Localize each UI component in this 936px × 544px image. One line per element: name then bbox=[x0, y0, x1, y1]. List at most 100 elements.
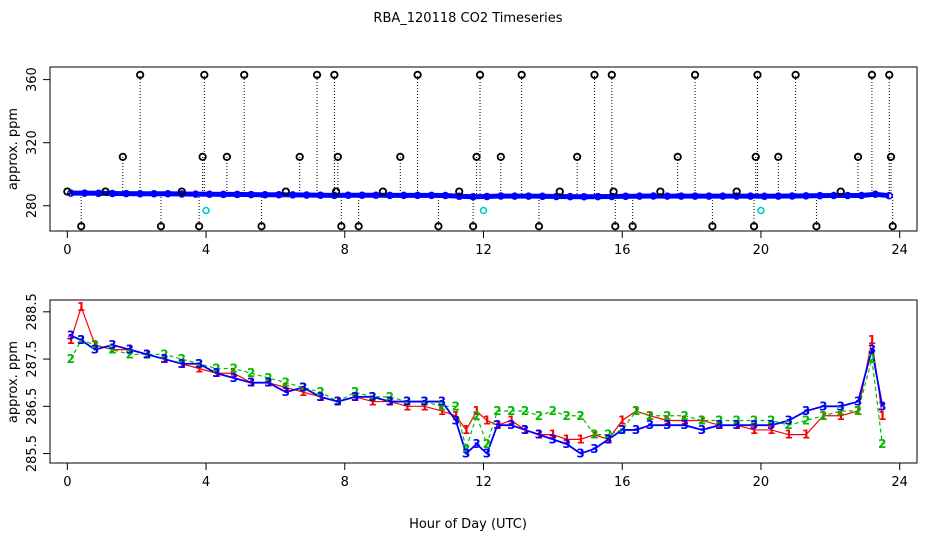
top-black-outlier-point bbox=[257, 222, 266, 231]
bottom-series-3-marker: 3 bbox=[854, 395, 862, 409]
top-y-axis: 280 320 360 bbox=[25, 67, 50, 218]
top-black-outlier-point bbox=[455, 187, 464, 196]
top-blue-point bbox=[289, 191, 297, 199]
top-black-outlier-point bbox=[378, 187, 388, 196]
top-black-outlier-point bbox=[496, 152, 505, 161]
bottom-series-2-marker: 2 bbox=[91, 338, 99, 352]
bottom-series-2-marker: 2 bbox=[785, 418, 793, 432]
top-y-tick-label: 280 bbox=[25, 193, 40, 218]
top-black-outlier-point bbox=[354, 222, 363, 231]
bottom-series-1-marker: 1 bbox=[108, 343, 116, 357]
top-black-outlier-point bbox=[732, 187, 741, 196]
chart-title: RBA_120118 CO2 Timeseries bbox=[373, 11, 562, 26]
top-black-outlier-point bbox=[573, 152, 582, 161]
bottom-series-3-marker: 3 bbox=[535, 428, 543, 442]
top-blue-point bbox=[399, 191, 408, 200]
bottom-series-1-marker: 1 bbox=[264, 376, 272, 390]
bottom-series-1-marker: 1 bbox=[663, 413, 671, 427]
top-x-tick-label: 16 bbox=[614, 243, 631, 258]
bottom-x-tick-label: 0 bbox=[63, 475, 71, 490]
bottom-series-3-marker: 3 bbox=[767, 418, 775, 432]
bottom-series-1-marker: 1 bbox=[698, 413, 706, 427]
top-blue-point bbox=[732, 192, 741, 200]
bottom-series-2-marker: 2 bbox=[316, 385, 324, 399]
bottom-series-2-marker: 2 bbox=[483, 437, 491, 451]
top-blue-point bbox=[427, 191, 436, 200]
bottom-series-2-marker: 2 bbox=[472, 409, 480, 423]
bottom-series-2-marker: 2 bbox=[854, 404, 862, 418]
bottom-series-2-marker: 2 bbox=[663, 409, 671, 423]
top-black-outlier-point bbox=[590, 70, 599, 79]
bottom-series-3-marker: 3 bbox=[604, 432, 612, 446]
top-x-axis: 0 4 8 12 16 20 24 bbox=[63, 231, 908, 258]
top-black-outlier-point bbox=[156, 222, 166, 231]
bottom-series-1-marker: 1 bbox=[195, 362, 203, 376]
top-x-tick-label: 4 bbox=[202, 243, 210, 258]
top-blue-point bbox=[816, 191, 824, 200]
bottom-series-3-marker: 3 bbox=[632, 423, 640, 437]
bottom-series-1-marker: 1 bbox=[732, 418, 740, 432]
bottom-ylabel: approx. ppm bbox=[6, 341, 21, 423]
bottom-series-2-marker: 2 bbox=[351, 385, 359, 399]
bottom-x-tick-label: 12 bbox=[475, 475, 492, 490]
bottom-series-3-marker: 3 bbox=[77, 333, 85, 347]
top-cyan-point bbox=[202, 206, 210, 215]
top-cyan-point bbox=[479, 206, 488, 215]
bottom-series-2-marker: 2 bbox=[507, 404, 515, 418]
bottom-series-3-marker: 3 bbox=[837, 399, 845, 413]
top-x-tick-label: 24 bbox=[891, 243, 908, 258]
bottom-series-3-marker: 3 bbox=[178, 357, 186, 371]
bottom-series-1-marker: 1 bbox=[143, 347, 151, 361]
bottom-series-1-marker: 1 bbox=[334, 395, 342, 409]
top-black-outlier-point bbox=[333, 152, 342, 161]
top-black-outlier-point bbox=[607, 70, 616, 79]
top-blue-point bbox=[191, 190, 200, 198]
bottom-series-2-marker: 2 bbox=[212, 362, 220, 376]
bottom-series-1-marker: 1 bbox=[282, 380, 290, 394]
top-blue-point bbox=[594, 192, 602, 201]
bottom-series-3-marker: 3 bbox=[680, 418, 688, 432]
top-black-outlier-point bbox=[281, 187, 290, 196]
top-blue-point bbox=[857, 191, 866, 200]
bottom-series-1-marker: 1 bbox=[632, 404, 640, 418]
bottom-series-2-marker: 2 bbox=[868, 352, 876, 366]
top-black-outlier-point bbox=[791, 70, 800, 79]
bottom-series-1-marker: 1 bbox=[680, 413, 688, 427]
bottom-series-3-marker: 3 bbox=[462, 447, 470, 461]
bottom-series-2-marker: 2 bbox=[680, 409, 688, 423]
bottom-series-1-marker: 1 bbox=[715, 418, 723, 432]
bottom-series-3-marker: 3 bbox=[507, 418, 515, 432]
bottom-series-2-marker: 2 bbox=[334, 395, 342, 409]
bottom-series-3-marker: 3 bbox=[868, 343, 876, 357]
bottom-series-3-marker: 3 bbox=[698, 423, 706, 437]
top-black-outlier-point bbox=[195, 222, 204, 231]
top-blue-point bbox=[108, 189, 117, 198]
top-blue-point bbox=[649, 192, 658, 200]
bottom-series-2-marker: 2 bbox=[403, 395, 411, 409]
top-blue-point bbox=[316, 191, 325, 199]
top-black-outlier-point bbox=[749, 222, 759, 231]
top-blue-point bbox=[746, 192, 755, 200]
top-blue-point bbox=[205, 190, 214, 199]
bottom-series-3-marker: 3 bbox=[334, 395, 342, 409]
top-black-outlier-point bbox=[656, 187, 665, 196]
bottom-series-3-marker: 3 bbox=[299, 380, 307, 394]
bottom-series-3-marker: 3 bbox=[452, 413, 460, 427]
bottom-series-2-marker: 2 bbox=[590, 428, 598, 442]
bottom-series-2-marker: 2 bbox=[462, 442, 470, 456]
bottom-series-1-marker: 1 bbox=[493, 418, 501, 432]
bottom-series-3-marker: 3 bbox=[750, 418, 758, 432]
bottom-series-3-marker: 3 bbox=[576, 447, 584, 461]
top-blue-point bbox=[497, 192, 505, 200]
bottom-series-1-marker: 1 bbox=[462, 423, 470, 437]
bottom-series-1-marker: 1 bbox=[420, 399, 428, 413]
bottom-series-2-marker: 2 bbox=[195, 357, 203, 371]
bottom-series-1-marker: 1 bbox=[785, 428, 793, 442]
bottom-series-1-marker: 1 bbox=[368, 395, 376, 409]
bottom-series-3-marker: 3 bbox=[386, 395, 394, 409]
top-ylabel: approx. ppm bbox=[6, 108, 21, 190]
top-black-outlier-point bbox=[475, 70, 485, 79]
top-black-outlier-point bbox=[101, 187, 110, 196]
top-blue-point bbox=[386, 191, 394, 200]
